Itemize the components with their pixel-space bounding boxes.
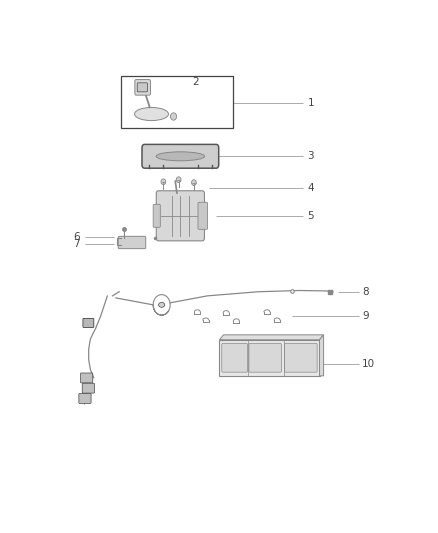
FancyBboxPatch shape	[118, 236, 146, 248]
Polygon shape	[320, 335, 324, 376]
Text: 1: 1	[307, 98, 314, 108]
Text: 10: 10	[362, 359, 375, 369]
FancyBboxPatch shape	[82, 383, 95, 393]
FancyBboxPatch shape	[219, 340, 320, 376]
FancyBboxPatch shape	[79, 393, 91, 403]
Text: 6: 6	[74, 232, 80, 242]
Ellipse shape	[159, 302, 165, 308]
Text: 9: 9	[362, 311, 369, 321]
FancyBboxPatch shape	[285, 343, 317, 372]
FancyBboxPatch shape	[153, 204, 160, 227]
Text: 7: 7	[74, 239, 80, 249]
Ellipse shape	[134, 108, 169, 120]
FancyBboxPatch shape	[135, 79, 151, 95]
Text: 2: 2	[192, 77, 199, 87]
Bar	[121, 76, 233, 127]
FancyBboxPatch shape	[156, 191, 205, 241]
Text: 5: 5	[307, 211, 314, 221]
FancyBboxPatch shape	[81, 373, 93, 383]
Circle shape	[191, 180, 196, 185]
FancyBboxPatch shape	[137, 83, 148, 92]
Text: 8: 8	[362, 287, 369, 297]
Circle shape	[161, 179, 166, 184]
FancyBboxPatch shape	[222, 343, 247, 372]
FancyBboxPatch shape	[198, 202, 208, 229]
Text: 3: 3	[307, 151, 314, 161]
FancyBboxPatch shape	[142, 144, 219, 168]
FancyBboxPatch shape	[83, 318, 94, 327]
Polygon shape	[219, 335, 324, 340]
FancyBboxPatch shape	[249, 343, 282, 372]
Text: 4: 4	[307, 183, 314, 193]
Ellipse shape	[156, 152, 205, 161]
Circle shape	[176, 177, 181, 183]
Circle shape	[170, 113, 177, 120]
